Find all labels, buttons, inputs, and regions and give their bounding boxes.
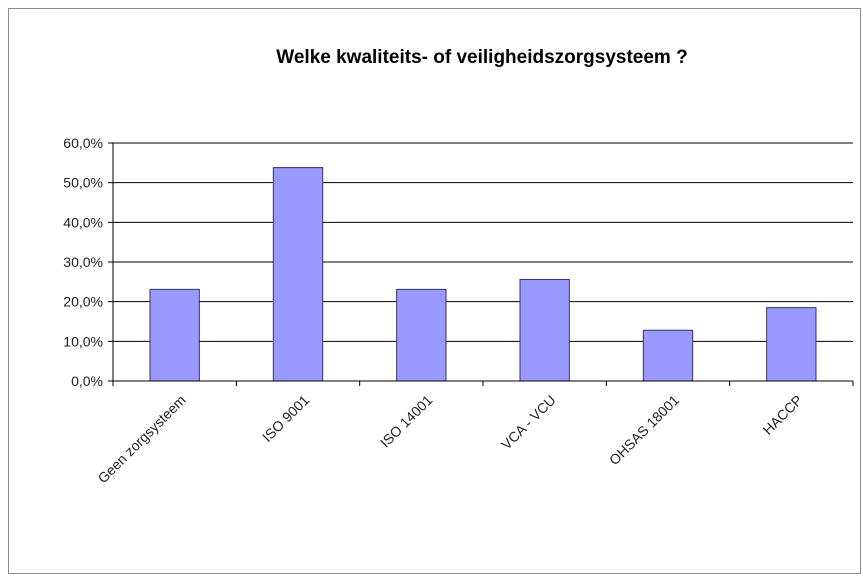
x-tick-label: HACCP [759,392,805,438]
chart-title: Welke kwaliteits- of veiligheidszorgsyst… [276,47,687,68]
x-tick-label: OHSAS 18001 [606,392,682,468]
axes [108,142,854,386]
bar [519,278,570,382]
bars [149,167,817,382]
bar [642,329,694,382]
gridlines [113,142,853,342]
y-tick-label: 0,0% [71,373,103,389]
x-tick-label: VCA - VCU [498,392,559,453]
y-tick-label: 50,0% [63,175,103,191]
x-tick-label: ISO 9001 [259,392,312,445]
y-tick-label: 30,0% [63,254,103,270]
bar [766,307,817,382]
y-tick-label: 40,0% [63,214,103,230]
bar [272,167,324,382]
bar [396,288,447,382]
y-tick-label: 60,0% [63,135,103,151]
x-tick-label: Geen zorgsysteem [94,392,188,486]
x-tick-label: ISO 14001 [377,392,436,451]
bar [149,288,200,382]
y-tick-label: 20,0% [63,294,103,310]
y-tick-label: 10,0% [63,333,103,349]
